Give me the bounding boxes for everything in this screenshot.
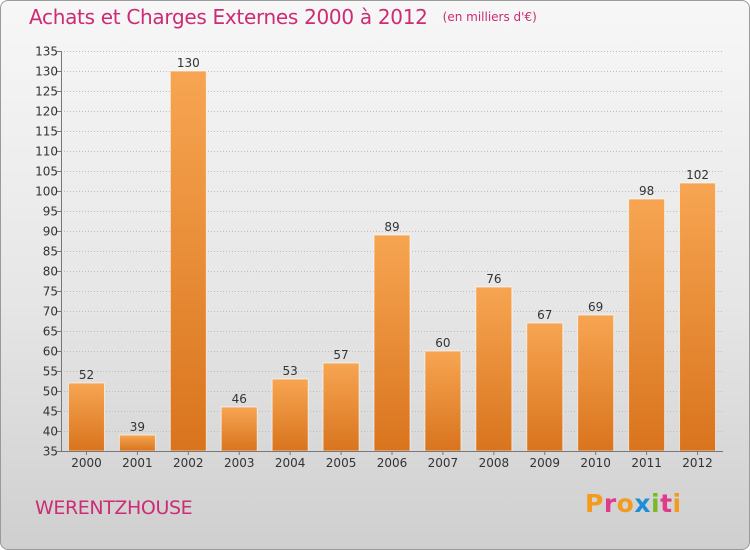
y-tick-label: 120 [35,105,58,119]
x-tick-label: 2011 [631,456,662,470]
y-tick-label: 55 [43,365,58,379]
y-tick-label: 85 [43,245,58,259]
x-tick-label: 2012 [682,456,713,470]
y-tick-label: 65 [43,325,58,339]
x-tick-label: 2005 [326,456,357,470]
bar-value-label: 53 [283,364,298,378]
y-tick-label: 125 [35,85,58,99]
y-tick-label: 45 [43,405,58,419]
bar [679,182,717,452]
logo-letter: i [672,489,682,518]
bar [628,198,666,452]
x-tick-label: 2010 [580,456,611,470]
y-tick-label: 135 [35,45,58,59]
bar-value-label: 46 [232,392,247,406]
bar [220,406,258,452]
logo-letter: x [634,489,651,518]
x-tick-label: 2008 [479,456,510,470]
y-tick-label: 130 [35,65,58,79]
logo-letter: t [660,489,673,518]
bar-value-label: 67 [537,308,552,322]
bar [577,314,615,452]
y-tick-label: 80 [43,265,58,279]
bar [67,382,105,452]
y-tick-label: 90 [43,225,58,239]
bar [118,434,156,452]
y-axis: 35 40 45 50 55 60 65 70 75 80 85 90 95 100 105 110 115 12… [35,45,62,459]
y-tick-label: 70 [43,305,58,319]
bar [475,286,513,452]
bar-value-label: 52 [79,368,94,382]
x-tick-label: 2006 [377,456,408,470]
bar-value-label: 69 [588,300,603,314]
x-tick-label: 2001 [122,456,153,470]
x-axis: 2000 2001 2002 2003 2004 2005 2006 2007 2008 2009… [61,451,723,470]
bars: 52 39 130 46 53 57 89 60 76 67 69 98 102 [67,56,717,452]
bar [322,362,360,452]
logo-letter: o [616,489,635,518]
bar [373,234,411,452]
x-tick-label: 2003 [224,456,255,470]
x-tick-label: 2009 [529,456,560,470]
logo-letter: i [651,489,661,518]
chart-title: Achats et Charges Externes 2000 à 2012 [29,5,428,29]
bar-value-label: 60 [435,336,450,350]
bar [424,350,462,452]
bar-value-label: 39 [130,420,145,434]
town-name: WERENTZHOUSE [35,497,193,519]
y-tick-label: 50 [43,385,58,399]
y-tick-label: 115 [35,125,58,139]
y-tick-label: 75 [43,285,58,299]
chart-title-row: Achats et Charges Externes 2000 à 2012 (… [29,5,537,29]
x-tick-label: 2002 [173,456,204,470]
bar [271,378,309,452]
chart-unit: (en milliers d'€) [442,10,537,24]
bar-value-label: 89 [384,220,399,234]
y-tick-label: 35 [43,445,58,459]
bar-value-label: 76 [486,272,501,286]
x-tick-label: 2007 [428,456,459,470]
bar [526,322,564,452]
bar-value-label: 102 [686,168,709,182]
y-tick-label: 110 [35,145,58,159]
y-tick-label: 60 [43,345,58,359]
logo-letter: P [585,489,604,518]
y-tick-label: 105 [35,165,58,179]
bar-value-label: 130 [177,56,200,70]
x-tick-label: 2004 [275,456,306,470]
bar [169,70,207,452]
proxiti-logo: Proxiti [585,489,682,518]
bar-value-label: 98 [639,184,654,198]
bar-value-label: 57 [333,348,348,362]
y-tick-label: 40 [43,425,58,439]
y-tick-label: 100 [35,185,58,199]
logo-letter: r [603,489,617,518]
y-tick-label: 95 [43,205,58,219]
x-tick-label: 2000 [71,456,102,470]
